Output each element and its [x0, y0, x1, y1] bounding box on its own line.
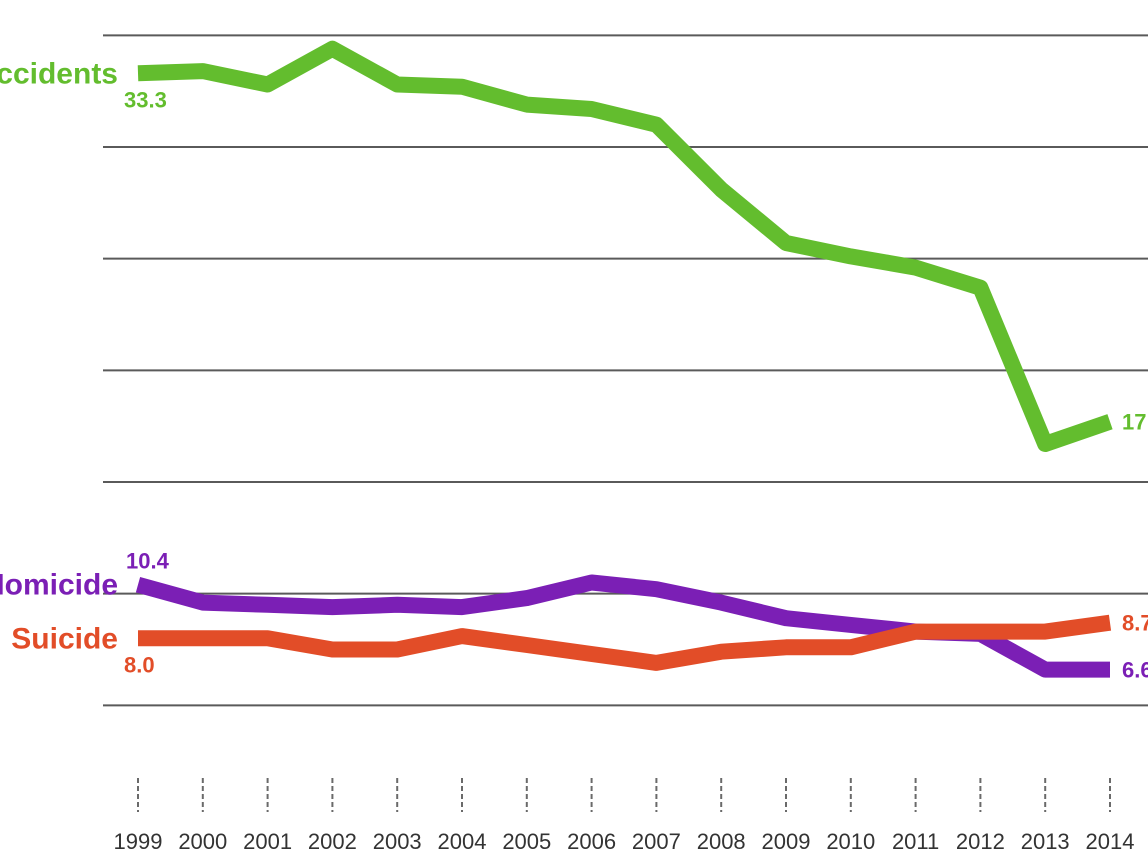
x-tick-label: 2006 — [567, 829, 616, 854]
accidents-line — [137, 40, 1113, 452]
gridlines — [103, 34, 1148, 707]
accidents-end-value: 17.7 — [1122, 410, 1148, 435]
x-tick-label: 2005 — [502, 829, 551, 854]
x-tick-label: 2014 — [1086, 829, 1135, 854]
x-tick-label: 2008 — [697, 829, 746, 854]
suicide-end-value: 8.7 — [1122, 611, 1148, 636]
series-labels: Accidents33.317.7Homicide10.46.6Suicide8… — [0, 57, 1148, 682]
series-lines — [135, 40, 1113, 678]
x-tick-label: 2007 — [632, 829, 681, 854]
x-tick-label: 1999 — [114, 829, 163, 854]
accidents-series-name: Accidents — [0, 57, 118, 90]
x-tick-label: 2011 — [892, 829, 939, 854]
homicide-series-name: Homicide — [0, 569, 118, 602]
homicide-end-value: 6.6 — [1122, 658, 1148, 683]
x-tick-label: 2000 — [178, 829, 227, 854]
suicide-line — [138, 614, 1112, 671]
x-tick-label: 2010 — [826, 829, 875, 854]
accidents-start-value: 33.3 — [124, 87, 167, 112]
x-tick-label: 2009 — [762, 829, 811, 854]
x-tick-label: 2003 — [373, 829, 422, 854]
suicide-start-value: 8.0 — [124, 652, 155, 677]
x-tick-label: 2012 — [956, 829, 1005, 854]
x-tick-label: 2001 — [243, 829, 292, 854]
x-axis: 1999 2000 2001 2002 2003 2004 2005 2006 2007 2008… — [114, 778, 1135, 854]
x-tick-label: 2004 — [438, 829, 487, 854]
homicide-start-value: 10.4 — [126, 549, 170, 574]
suicide-series-name: Suicide — [11, 622, 118, 655]
x-tick-label: 2013 — [1021, 829, 1070, 854]
x-tick-label: 2002 — [308, 829, 357, 854]
